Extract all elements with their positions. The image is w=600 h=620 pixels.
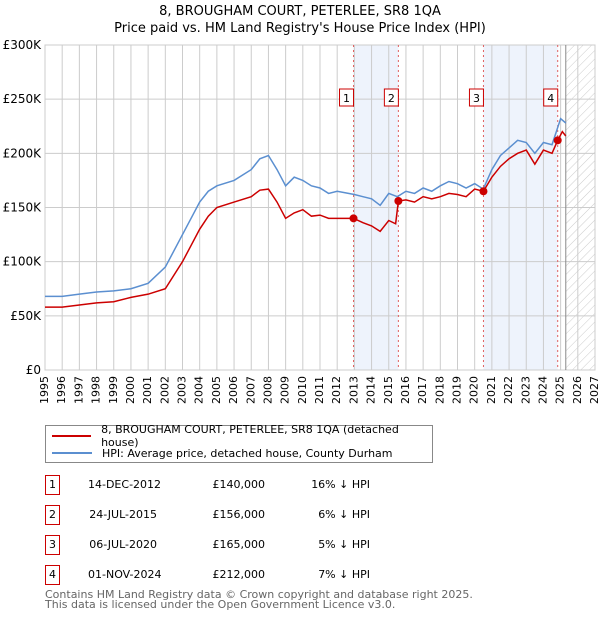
- x-tick-label: 1995: [38, 376, 51, 404]
- sale-label: 2: [388, 92, 395, 105]
- x-tick-label: 2002: [158, 376, 171, 404]
- hpi-line: [45, 117, 567, 298]
- x-tick-label: 2015: [382, 376, 395, 404]
- x-tick-label: 2021: [485, 376, 498, 404]
- x-tick-label: 2027: [588, 376, 600, 404]
- sale-point: [479, 187, 488, 196]
- sale-date: 24-JUL-2015: [89, 508, 157, 521]
- x-tick-label: 2003: [176, 376, 189, 404]
- sale-point: [394, 197, 403, 205]
- sale-label-box: [383, 88, 399, 107]
- legend-line-hpi: [52, 452, 92, 454]
- x-tick-label: 2016: [399, 376, 412, 404]
- sale-marker-box: 2: [45, 505, 60, 525]
- y-tick-label: £300K: [3, 38, 43, 52]
- x-tick-label: 2023: [519, 376, 532, 404]
- x-tick-label: 2020: [468, 376, 481, 404]
- y-tick-label: £150K: [3, 201, 43, 215]
- x-tick-label: 2009: [279, 376, 292, 404]
- sale-date: 06-JUL-2020: [89, 538, 157, 551]
- x-tick-label: 2005: [210, 376, 223, 404]
- sale-hpi-delta: 6% ↓ HPI: [318, 508, 370, 521]
- y-tick-label: £0: [26, 363, 41, 377]
- x-tick-label: 2010: [296, 376, 309, 404]
- x-tick-label: 2011: [313, 376, 326, 404]
- x-tick-label: 2008: [261, 376, 274, 404]
- x-tick-label: 2025: [554, 376, 567, 404]
- sale-hpi-delta: 16% ↓ HPI: [311, 478, 370, 491]
- y-tick-label: £200K: [3, 146, 43, 160]
- footer-line-2: This data is licensed under the Open Gov…: [45, 598, 396, 611]
- plot-border: [44, 44, 596, 371]
- sale-price: £165,000: [212, 538, 266, 551]
- sale-price: £212,000: [212, 568, 266, 581]
- legend-label-property: 8, BROUGHAM COURT, PETERLEE, SR8 1QA (de…: [101, 423, 399, 449]
- sale-date: 14-DEC-2012: [88, 478, 162, 491]
- legend-line-property: [52, 435, 92, 437]
- sale-label: 3: [473, 92, 480, 105]
- chart-subtitle: Price paid vs. HM Land Registry's House …: [114, 21, 486, 36]
- sale-marker-box: 3: [45, 535, 60, 555]
- legend: 8, BROUGHAM COURT, PETERLEE, SR8 1QA (de…: [45, 423, 433, 463]
- x-tick-label: 1997: [72, 376, 85, 404]
- x-tick-label: 1998: [90, 376, 103, 404]
- x-tick-label: 2004: [193, 376, 206, 404]
- y-tick-label: £100K: [3, 255, 43, 269]
- x-tick-label: 2000: [124, 376, 137, 404]
- x-tick-label: 2014: [365, 376, 378, 404]
- sale-price: £156,000: [212, 508, 266, 521]
- sale-marker-box: 1: [45, 475, 60, 495]
- sale-hpi-delta: 7% ↓ HPI: [318, 568, 370, 581]
- x-tick-label: 2017: [416, 376, 429, 404]
- x-tick-label: 2019: [451, 376, 464, 404]
- x-tick-label: 2013: [347, 376, 360, 404]
- sale-label-box: [339, 88, 355, 107]
- x-tick-label: 2022: [502, 376, 515, 404]
- footer: Contains HM Land Registry data © Crown c…: [45, 588, 473, 611]
- y-tick-label: £50K: [10, 309, 42, 323]
- x-tick-label: 2012: [330, 376, 343, 404]
- sale-point: [349, 214, 358, 223]
- sale-price: £140,000: [212, 478, 266, 491]
- y-tick-label: £250K: [3, 92, 43, 106]
- sale-label-box: [468, 88, 484, 107]
- sale-hpi-delta: 5% ↓ HPI: [318, 538, 370, 551]
- plot-area: 1995 1996 1997 1998 1999 2000 2001 2002 2003 2004…: [3, 38, 600, 404]
- x-tick-label: 2006: [227, 376, 240, 404]
- x-tick-label: 2018: [433, 376, 446, 404]
- sale-date: 01-NOV-2024: [88, 568, 162, 581]
- property-price-line: [45, 130, 567, 308]
- sale-label: 4: [547, 92, 554, 105]
- x-tick-label: 2001: [141, 376, 154, 404]
- legend-label-hpi: HPI: Average price, detached house, Coun…: [102, 446, 393, 460]
- sale-point: [553, 136, 562, 145]
- x-tick-label: 2026: [571, 376, 584, 404]
- footer-line-1: Contains HM Land Registry data © Crown c…: [45, 588, 473, 601]
- sale-marker-box: 4: [45, 565, 60, 585]
- x-tick-label: 1999: [107, 376, 120, 404]
- chart-title: 8, BROUGHAM COURT, PETERLEE, SR8 1QA: [159, 4, 441, 19]
- x-tick-label: 2007: [244, 376, 257, 404]
- x-tick-label: 2024: [536, 376, 549, 404]
- sale-label-box: [543, 88, 559, 107]
- sale-label: 1: [343, 92, 350, 105]
- x-tick-label: 1996: [55, 376, 68, 404]
